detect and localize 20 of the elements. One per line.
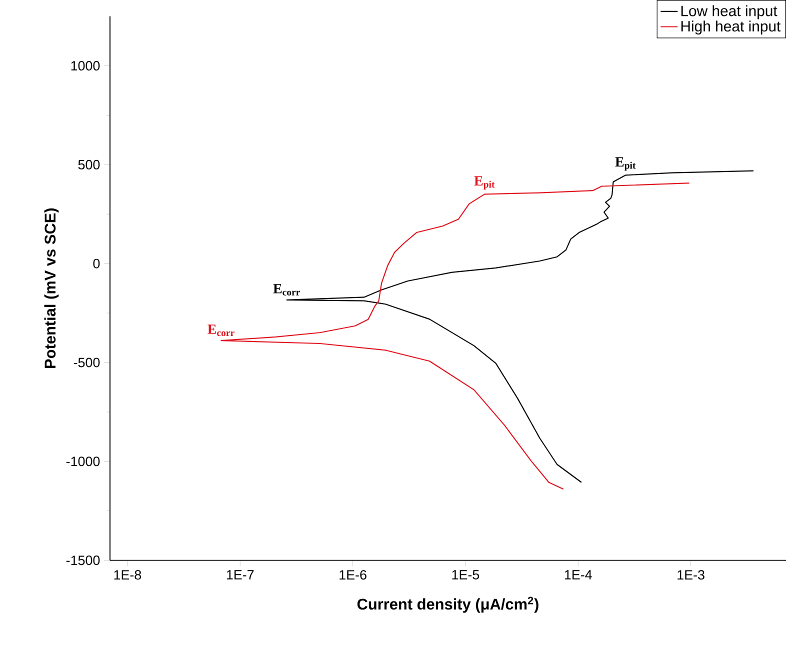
x-tick-label: 1E-8	[114, 570, 142, 580]
legend-label: High heat input	[681, 20, 781, 34]
annotation: E$_{corr}$	[208, 324, 234, 336]
y-tick-label: 0	[93, 258, 100, 268]
y-axis-title: Potential (mV vs SCE)	[44, 208, 59, 368]
x-tick-label: 1E-6	[340, 570, 366, 580]
x-tick-label: 1E-4	[564, 570, 592, 580]
y-tick-label: -500	[74, 358, 100, 368]
annotation: E$_{corr}$	[273, 284, 300, 296]
annotation: E$_{pit}$	[615, 157, 636, 171]
x-tick-label: 1E-3	[678, 570, 704, 580]
x-axis-title: Current density (μA/cm$^{2}$)	[357, 596, 538, 613]
x-tick-label: 1E-5	[452, 570, 480, 580]
y-tick-label: 1000	[71, 60, 100, 70]
x-tick-label: 1E-7	[226, 570, 254, 580]
annotation: E$_{pit}$	[474, 176, 495, 190]
legend-label: Low heat input	[681, 5, 778, 20]
y-tick-label: -1000	[66, 456, 100, 466]
y-tick-label: 500	[78, 160, 100, 170]
y-tick-label: -1500	[66, 555, 100, 565]
